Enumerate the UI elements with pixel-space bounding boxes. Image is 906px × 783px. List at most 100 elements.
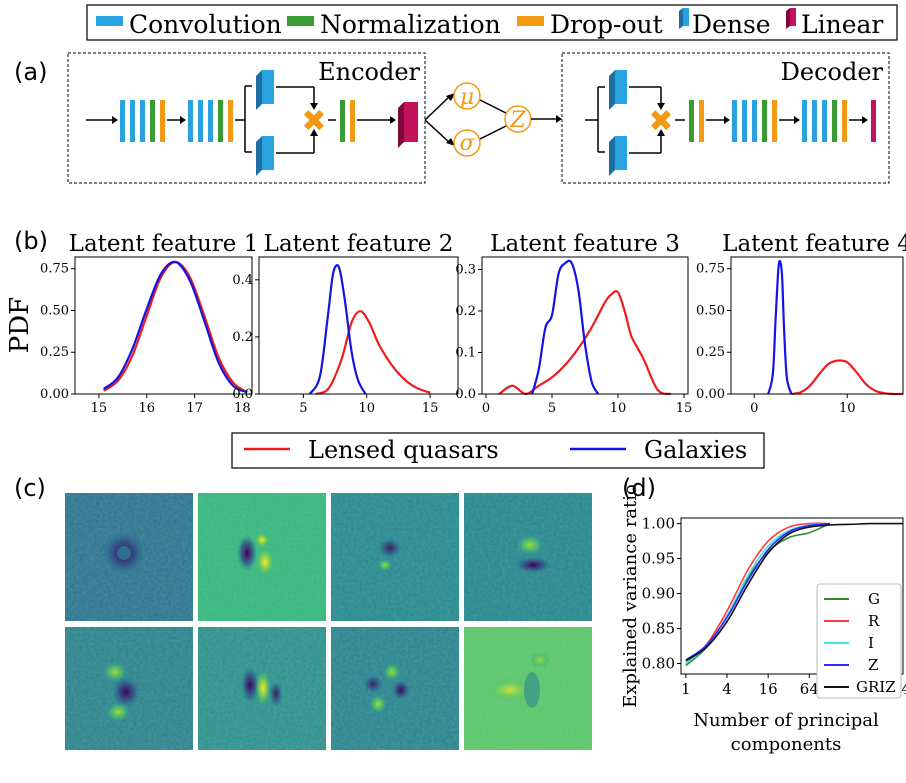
variance-xlabel-line-1: Number of principal: [693, 710, 879, 731]
y-tick-label: 0.2: [232, 330, 253, 345]
feature-image-1: [65, 493, 193, 621]
x-tick-label: 16: [138, 401, 155, 416]
decoder-dense-bottom: [609, 136, 627, 176]
latent-feature-1-axes: [74, 256, 253, 395]
y-tick-label: 0.1: [455, 345, 476, 360]
decoder-diagram: Decoder ✖: [561, 52, 890, 184]
panel-b-legend-frame: [231, 432, 765, 469]
quasar-curve-1: [103, 260, 248, 394]
sigma-symbol: σ: [459, 131, 475, 156]
latent-feature-4-title: Latent feature 4: [722, 231, 906, 257]
legend-label-griz: GRIZ: [856, 678, 896, 696]
latent-feature-3-axes: [481, 256, 689, 395]
y-tick-label: 0.85: [642, 620, 675, 638]
y-tick-label: 0.4: [232, 273, 253, 288]
x-tick-label: 10: [358, 401, 375, 416]
variance-curve-griz: [685, 522, 903, 662]
decoder-linear-layer: [871, 100, 876, 142]
legend-dense: Dense: [692, 10, 771, 39]
quasar-curve-2: [315, 310, 431, 396]
latent-feature-4-axes: [730, 256, 904, 395]
top-legend: Convolution Normalization Drop-out Dense…: [86, 4, 898, 41]
y-tick-label: 0.0: [232, 387, 253, 402]
x-tick-label: 15: [422, 401, 439, 416]
feature-image-4: [464, 493, 592, 621]
decoder-dense-top: [609, 70, 627, 110]
explained-variance-plot: 14166425610240.800.850.900.951.00Explain…: [620, 484, 906, 755]
y-tick-label: 0.75: [696, 262, 725, 277]
x-tick-label: 10: [839, 401, 856, 416]
decoder-block-1: [732, 100, 777, 142]
legend-label-g: G: [868, 590, 880, 608]
latent-feature-2-axes: [258, 256, 459, 395]
variance-curve-z: [685, 522, 830, 661]
latent-feature-3-plot: Latent feature 3 0 5 10 15 0.0 0.1 0.2 0.3: [455, 231, 692, 416]
panel-b-legend: Lensed quasars Galaxies: [231, 432, 765, 469]
x-tick-label: 5: [548, 401, 556, 416]
latent-feature-4-plot: Latent feature 4 0 10 0.00 0.25 0.50 0.75: [696, 231, 906, 416]
panel-b-label: (b): [14, 227, 48, 255]
y-tick-label: 0.25: [40, 345, 69, 360]
latent-feature-1-title: Latent feature 1: [69, 231, 259, 257]
x-tick-label: 16: [759, 680, 778, 698]
encoder-frame: [67, 52, 426, 184]
latent-feature-2-plot: Latent feature 2 5 10 15 0.0 0.2 0.4: [232, 231, 459, 416]
y-tick-label: 0.50: [696, 303, 725, 318]
latent-feature-1-plot: Latent feature 1 15 16 17 18 0.00 0.25 0.50 0.75: [40, 231, 258, 416]
convolution-swatch-icon: [96, 16, 123, 26]
encoder-block-1: [120, 100, 165, 142]
variance-legend: GRIZ GRIZ: [816, 583, 902, 699]
x-tick-label: 4: [722, 680, 732, 698]
sigma-node: [453, 129, 481, 157]
x-tick-label: 17: [186, 401, 203, 416]
x-tick-label: 15: [676, 401, 693, 416]
encoder-title: Encoder: [318, 58, 420, 86]
y-tick-label: 1.00: [642, 515, 675, 533]
legend-linear: Linear: [801, 10, 883, 39]
variance-legend-frame: [816, 583, 902, 699]
decoder-frame: [561, 52, 890, 184]
feature-image-7: [331, 627, 459, 750]
y-tick-label: 0.3: [455, 262, 476, 277]
pdf-ylabel: PDF: [5, 297, 35, 353]
galaxy-curve-2: [308, 264, 367, 395]
decoder-block-2: [802, 100, 847, 142]
dropout-swatch-icon: [517, 16, 544, 26]
x-tick-label: 15: [91, 401, 108, 416]
legend-galaxies: Galaxies: [644, 436, 747, 464]
feature-image-8: [464, 627, 592, 750]
legend-convolution: Convolution: [129, 10, 282, 39]
encoder-dense-top: [256, 70, 274, 110]
galaxy-curve-4: [767, 259, 793, 395]
legend-label-r: R: [868, 612, 880, 630]
encoder-diagram: Encoder: [67, 52, 426, 184]
encoder-block-2: [188, 100, 233, 142]
encoder-dense-bottom: [256, 136, 274, 176]
x-tick-label: 0: [482, 401, 490, 416]
y-tick-label: 0.95: [642, 550, 675, 568]
x-tick-label: 18: [234, 401, 251, 416]
legend-normalization: Normalization: [320, 10, 501, 39]
quasar-curve-4: [791, 359, 904, 396]
quasar-curve-3: [498, 290, 672, 396]
normalization-swatch-icon: [287, 16, 314, 26]
y-tick-label: 0.50: [40, 303, 69, 318]
variance-ylabel: Explained variance ratio: [620, 484, 641, 708]
decoder-title: Decoder: [781, 58, 884, 86]
top-legend-frame: [86, 4, 898, 41]
y-tick-label: 0.0: [455, 387, 476, 402]
mu-node: [453, 82, 481, 110]
y-tick-label: 0.2: [455, 304, 476, 319]
panel-a-label: (a): [14, 58, 47, 86]
legend-dropout: Drop-out: [550, 10, 663, 39]
latent-feature-plots: Latent feature 115 16 17 180.000.250.500.75…: [40, 231, 906, 416]
dense-cuboid-icon: [679, 8, 689, 29]
panel-c-label: (c): [14, 474, 46, 502]
decoder-dropout-icon: ✖: [648, 104, 673, 139]
legend-label-z: Z: [868, 656, 878, 674]
latent-feature-3-title: Latent feature 3: [490, 231, 680, 257]
x-tick-label: 0: [750, 401, 758, 416]
encoder-dropout-icon: ✖: [301, 104, 326, 139]
y-tick-label: 0.25: [696, 345, 725, 360]
decoded-feature-images: [65, 493, 592, 750]
